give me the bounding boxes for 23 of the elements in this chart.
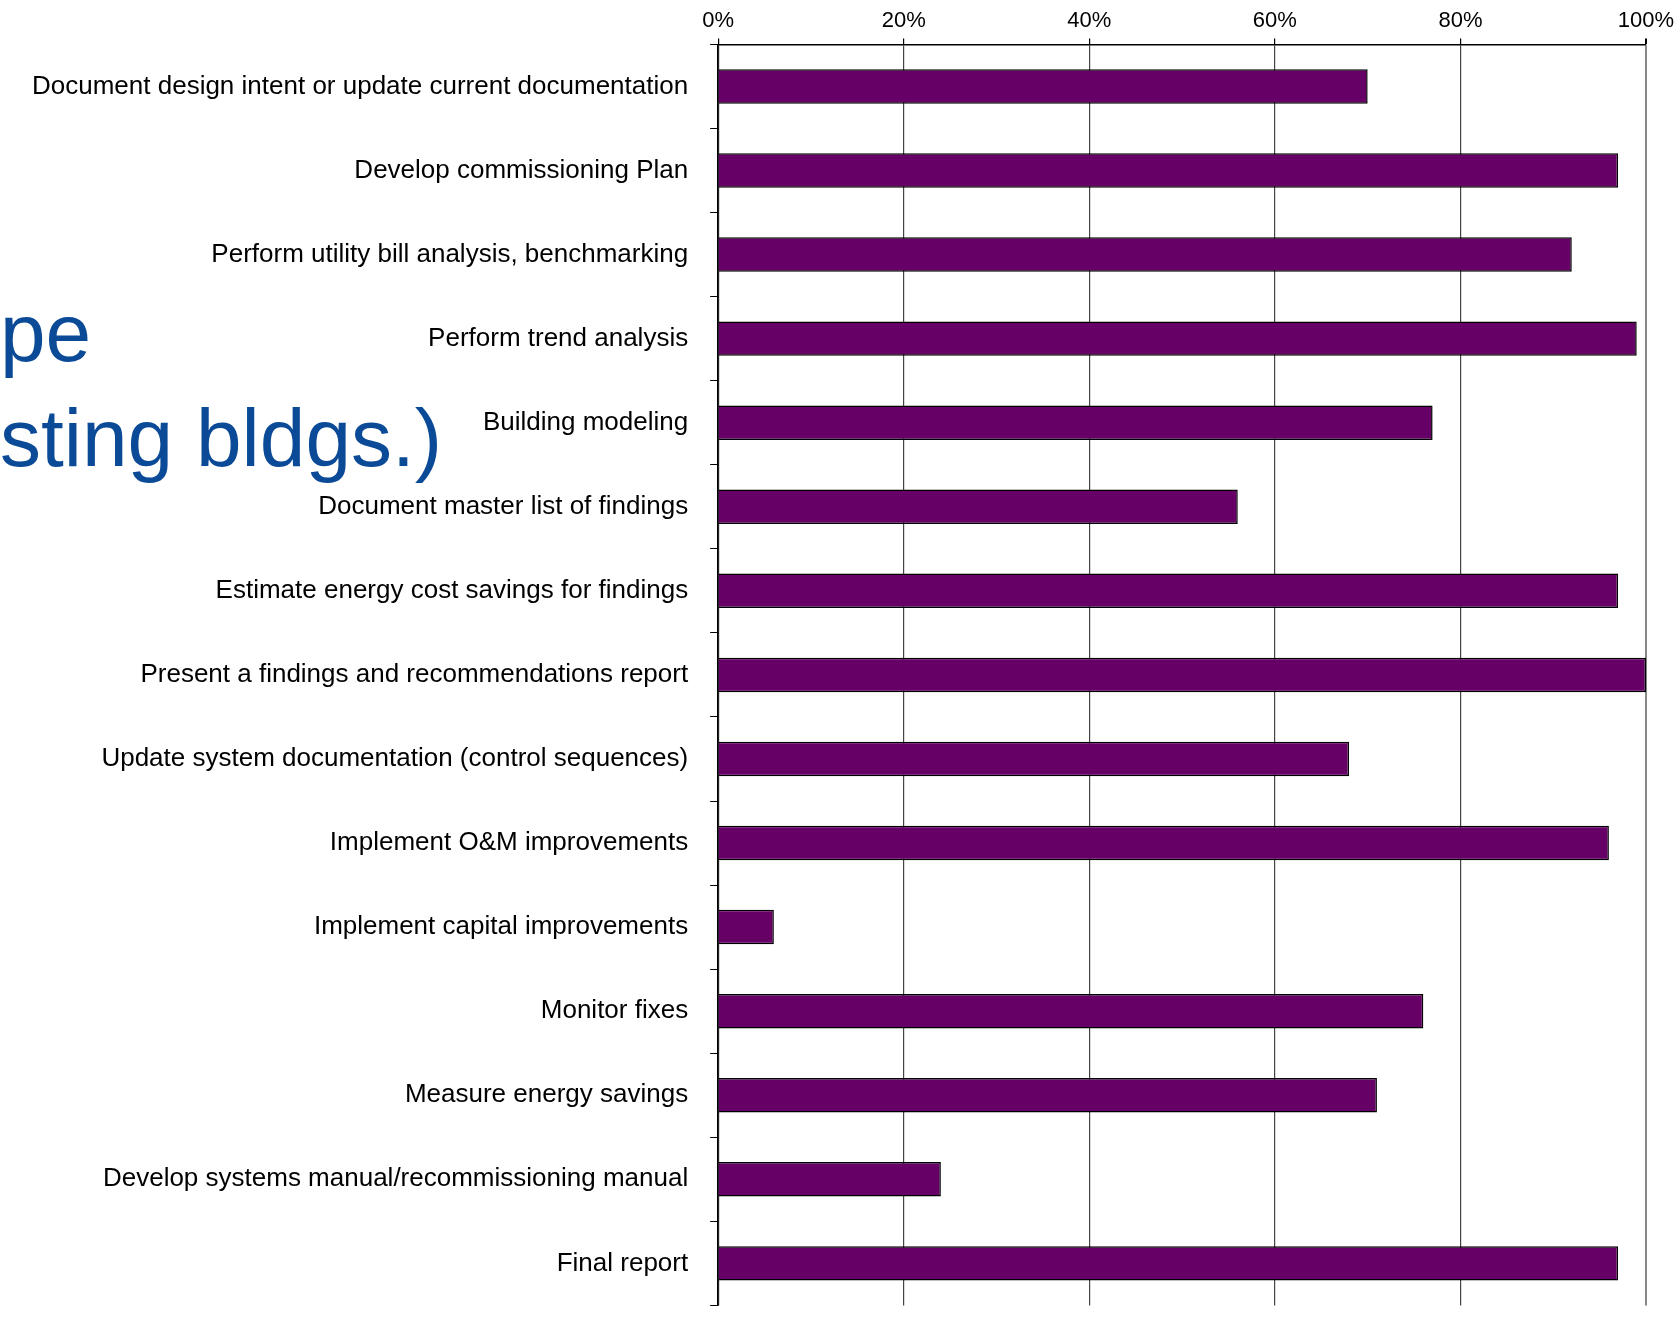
- y-tick-label: Implement O&M improvements: [329, 826, 689, 857]
- x-tick-label: 60%: [1252, 7, 1297, 33]
- y-tick-label: Present a findings and recommendations report: [140, 658, 689, 689]
- y-tick-label: Monitor fixes: [540, 994, 689, 1025]
- x-tick-label: 0%: [702, 7, 735, 33]
- y-tick-label: Estimate energy cost savings for findings: [215, 574, 689, 605]
- y-tick-label: Document design intent or update current documentation: [32, 69, 689, 100]
- text: sting bldgs.): [0, 392, 443, 483]
- y-tick-label: Update system documentation (control sequences): [101, 742, 689, 773]
- y-tick-label: Develop systems manual/recommissioning manual: [102, 1162, 689, 1193]
- x-tick-label: 40%: [1067, 7, 1112, 33]
- y-tick-label: Final report: [556, 1246, 689, 1277]
- x-tick-label: 80%: [1438, 7, 1483, 33]
- x-tick-label: 100%: [1617, 7, 1675, 33]
- y-tick-label: Building modeling: [482, 405, 689, 436]
- text: pe: [0, 287, 92, 378]
- x-tick-label: 20%: [881, 7, 926, 33]
- y-tick-label: Implement capital improvements: [313, 910, 689, 941]
- y-tick-label: Develop commissioning Plan: [354, 153, 689, 184]
- y-tick-label: Measure energy savings: [404, 1078, 689, 1109]
- y-tick-label: Document master list of findings: [318, 489, 689, 520]
- y-tick-label: Perform utility bill analysis, benchmarking: [211, 237, 689, 268]
- y-tick-label: Perform trend analysis: [428, 321, 689, 352]
